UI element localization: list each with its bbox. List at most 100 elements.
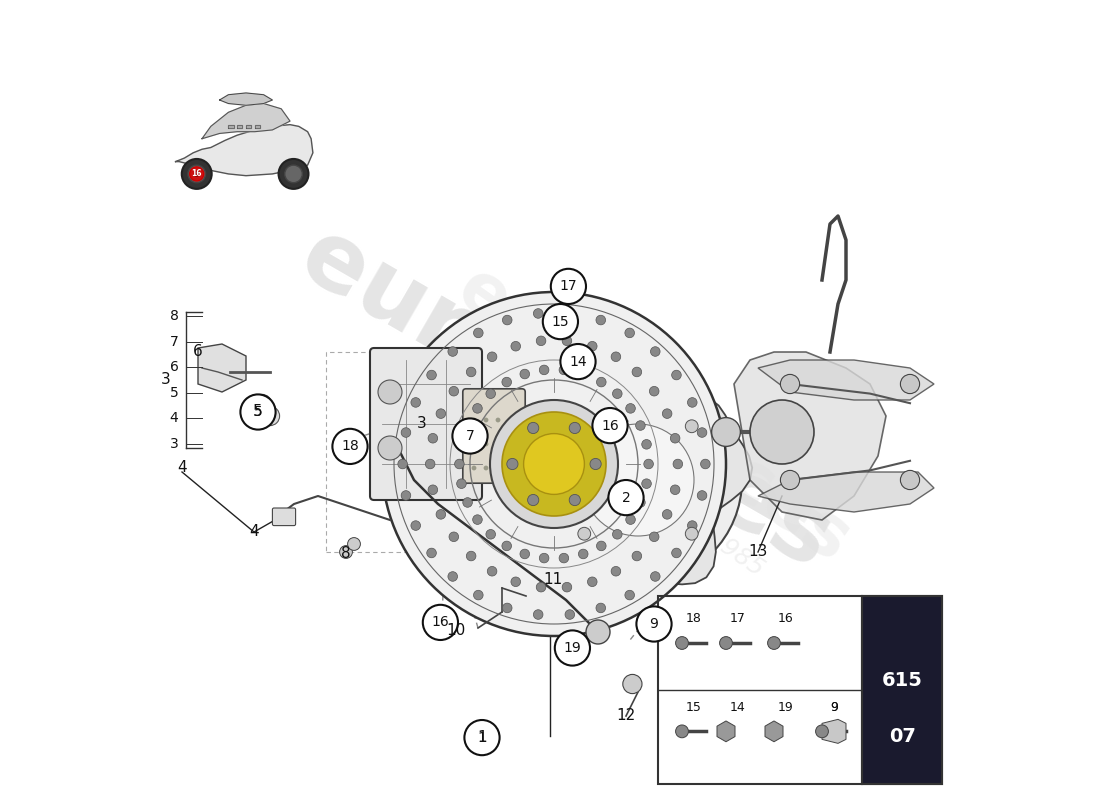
Polygon shape [758,472,934,512]
Circle shape [502,541,512,550]
Text: 07: 07 [889,727,915,746]
Text: 3: 3 [169,437,178,451]
Text: 15: 15 [686,701,702,714]
Circle shape [780,470,800,490]
Circle shape [649,532,659,542]
Polygon shape [822,719,846,743]
Circle shape [340,546,352,558]
Circle shape [662,409,672,418]
Circle shape [579,370,588,379]
Circle shape [472,442,476,446]
Circle shape [486,530,495,539]
Circle shape [484,466,488,470]
Text: 19: 19 [563,641,581,655]
Text: 4: 4 [169,411,178,426]
Circle shape [626,515,636,525]
Circle shape [454,459,464,469]
Circle shape [582,424,694,536]
Circle shape [537,582,546,592]
Text: a passion since 1985: a passion since 1985 [539,410,769,582]
Circle shape [473,403,482,413]
Circle shape [565,610,574,619]
Circle shape [644,459,653,469]
Circle shape [625,590,635,600]
Circle shape [562,582,572,592]
Text: eurospares: eurospares [284,211,848,589]
Circle shape [436,510,446,519]
Text: 6: 6 [169,360,178,374]
Text: 6: 6 [194,345,202,359]
Circle shape [502,378,512,387]
Text: 8: 8 [341,546,351,561]
Circle shape [507,442,513,446]
Circle shape [539,554,549,563]
Text: 11: 11 [543,573,563,587]
Circle shape [348,538,361,550]
Text: 7: 7 [169,334,178,349]
Circle shape [685,527,698,540]
Circle shape [466,551,476,561]
Circle shape [448,346,458,356]
Circle shape [486,389,495,398]
Circle shape [562,336,572,346]
Circle shape [332,429,367,464]
Circle shape [473,590,483,600]
Circle shape [688,521,697,530]
Text: 15: 15 [551,314,569,329]
Circle shape [502,412,606,516]
Circle shape [426,459,434,469]
Circle shape [252,394,272,414]
Circle shape [378,436,402,460]
Text: 17: 17 [560,279,578,294]
Circle shape [569,422,581,434]
Text: eurospaces: eurospaces [444,254,864,578]
Circle shape [560,344,595,379]
Circle shape [596,315,606,325]
Circle shape [593,408,628,443]
Circle shape [559,365,569,374]
Text: 12: 12 [616,709,636,723]
Circle shape [750,400,814,464]
Circle shape [675,637,689,650]
Circle shape [534,309,543,318]
Circle shape [608,480,644,515]
Circle shape [626,403,636,413]
Circle shape [613,389,623,398]
Text: 3: 3 [417,417,427,431]
Polygon shape [524,362,752,584]
Circle shape [464,720,499,755]
Text: 16: 16 [431,615,449,630]
Circle shape [537,336,546,346]
Circle shape [398,459,407,469]
Text: 16: 16 [601,418,619,433]
Circle shape [587,577,597,586]
Circle shape [452,418,487,454]
Text: 7: 7 [465,429,474,443]
Text: 19: 19 [778,701,794,714]
Circle shape [534,610,543,619]
Circle shape [612,566,620,576]
Circle shape [490,400,618,528]
Circle shape [697,428,707,438]
Circle shape [675,725,689,738]
Circle shape [632,367,641,377]
Text: 9: 9 [650,617,659,631]
Circle shape [448,572,458,582]
Circle shape [427,370,437,380]
FancyBboxPatch shape [273,508,296,526]
Circle shape [510,577,520,586]
Circle shape [524,434,584,494]
Circle shape [507,418,513,422]
Text: 4: 4 [177,461,187,475]
Circle shape [641,439,651,449]
Circle shape [551,269,586,304]
Polygon shape [734,352,886,520]
Circle shape [590,458,602,470]
Circle shape [554,630,590,666]
Text: 14: 14 [730,701,746,714]
Circle shape [472,418,476,422]
Circle shape [579,549,588,558]
Circle shape [456,479,466,489]
Text: 18: 18 [686,613,702,626]
Circle shape [466,367,476,377]
